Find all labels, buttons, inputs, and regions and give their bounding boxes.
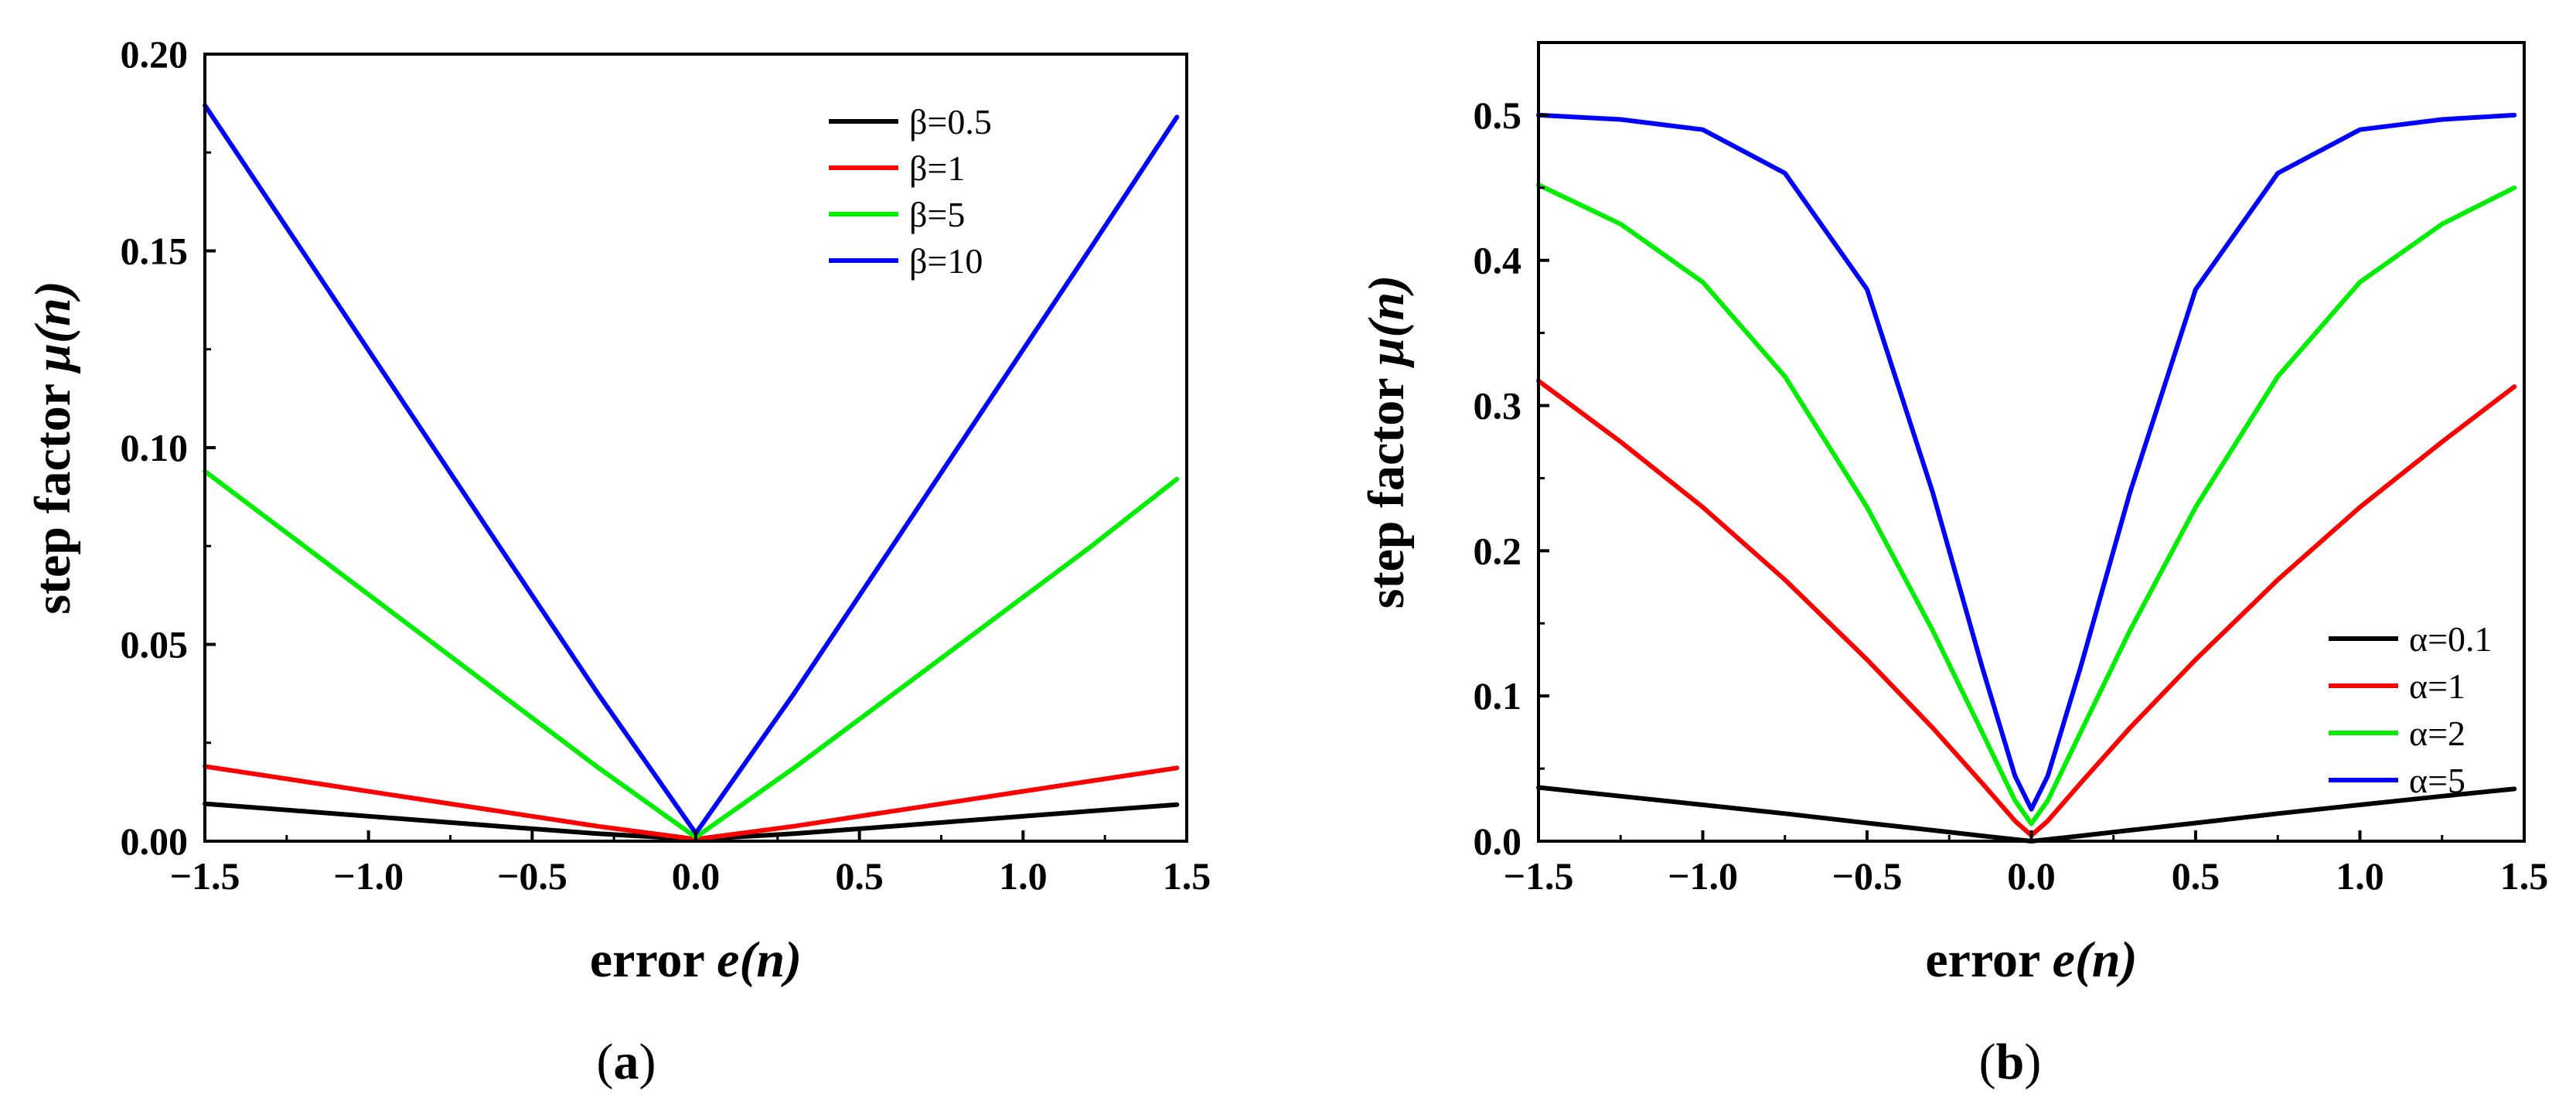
y-tick-label: 0.0 — [1474, 820, 1522, 863]
y-tick-label: 0.20 — [121, 32, 189, 76]
legend-label-4: β=10 — [909, 241, 983, 281]
legend-label-1: α=0.1 — [2409, 619, 2493, 659]
x-tick-label: 1.0 — [2336, 854, 2384, 898]
x-tick-label: −0.5 — [497, 854, 567, 898]
y-tick-label: 0.00 — [121, 820, 189, 863]
panel-label: (b) — [1979, 1034, 2042, 1090]
legend-label-2: α=1 — [2409, 666, 2465, 706]
series-line-4 — [203, 103, 1180, 836]
y-axis-label: step factor μ(n) — [1358, 275, 1415, 608]
legend-label-1: β=0.5 — [909, 102, 992, 141]
legend-label-3: α=2 — [2409, 714, 2465, 753]
y-tick-label: 0.15 — [121, 230, 189, 273]
legend-label-3: β=5 — [909, 195, 965, 234]
y-tick-label: 0.4 — [1474, 239, 1522, 282]
y-axis-label: step factor μ(n) — [25, 281, 81, 614]
x-tick-label: 1.5 — [2500, 854, 2549, 898]
legend-label-4: α=5 — [2409, 761, 2465, 800]
x-axis-label: error e(n) — [1925, 932, 2137, 988]
series-line-4 — [1536, 112, 2517, 812]
x-tick-label: −1.5 — [170, 854, 240, 898]
x-tick-label: −1.0 — [333, 854, 404, 898]
y-tick-label: 0.5 — [1474, 94, 1522, 137]
series-line-2 — [1536, 378, 2517, 838]
x-tick-label: 0.5 — [835, 854, 884, 898]
x-tick-label: 0.0 — [2007, 854, 2056, 898]
legend-label-2: β=1 — [909, 148, 965, 188]
x-tick-label: 1.5 — [1163, 854, 1211, 898]
x-tick-label: 0.5 — [2172, 854, 2220, 898]
y-tick-label: 0.2 — [1474, 529, 1522, 572]
panel-label: (a) — [597, 1034, 656, 1090]
series-line-3 — [1536, 182, 2517, 826]
legend: α=0.1 α=1 α=2 α=5 — [2329, 619, 2493, 800]
axes-frame — [203, 53, 1188, 843]
x-tick-label: 0.0 — [672, 854, 721, 898]
x-tick-label: 1.0 — [999, 854, 1048, 898]
x-axis-label: error e(n) — [590, 932, 802, 988]
chart-panel-a: −1.5 −1.0 −0.5 0.0 0.5 1.0 1.5 0.00 0.05 0.10 0.15… — [25, 32, 1211, 1090]
x-tick-label: −0.5 — [1832, 854, 1903, 898]
axes-frame — [1537, 41, 2526, 843]
y-tick-label: 0.10 — [121, 426, 189, 469]
chart-panel-b: −1.5 −1.0 −0.5 0.0 0.5 1.0 1.5 0.0 0.1 0.2 0.3 0.4 0… — [1358, 41, 2549, 1090]
x-tick-label: −1.0 — [1668, 854, 1738, 898]
y-tick-label: 0.3 — [1474, 384, 1522, 428]
legend: β=0.5 β=1 β=5 β=10 — [829, 102, 992, 281]
y-tick-label: 0.05 — [121, 623, 189, 666]
x-tick-label: −1.5 — [1504, 854, 1574, 898]
series-line-3 — [203, 469, 1180, 840]
y-tick-label: 0.1 — [1474, 674, 1522, 717]
